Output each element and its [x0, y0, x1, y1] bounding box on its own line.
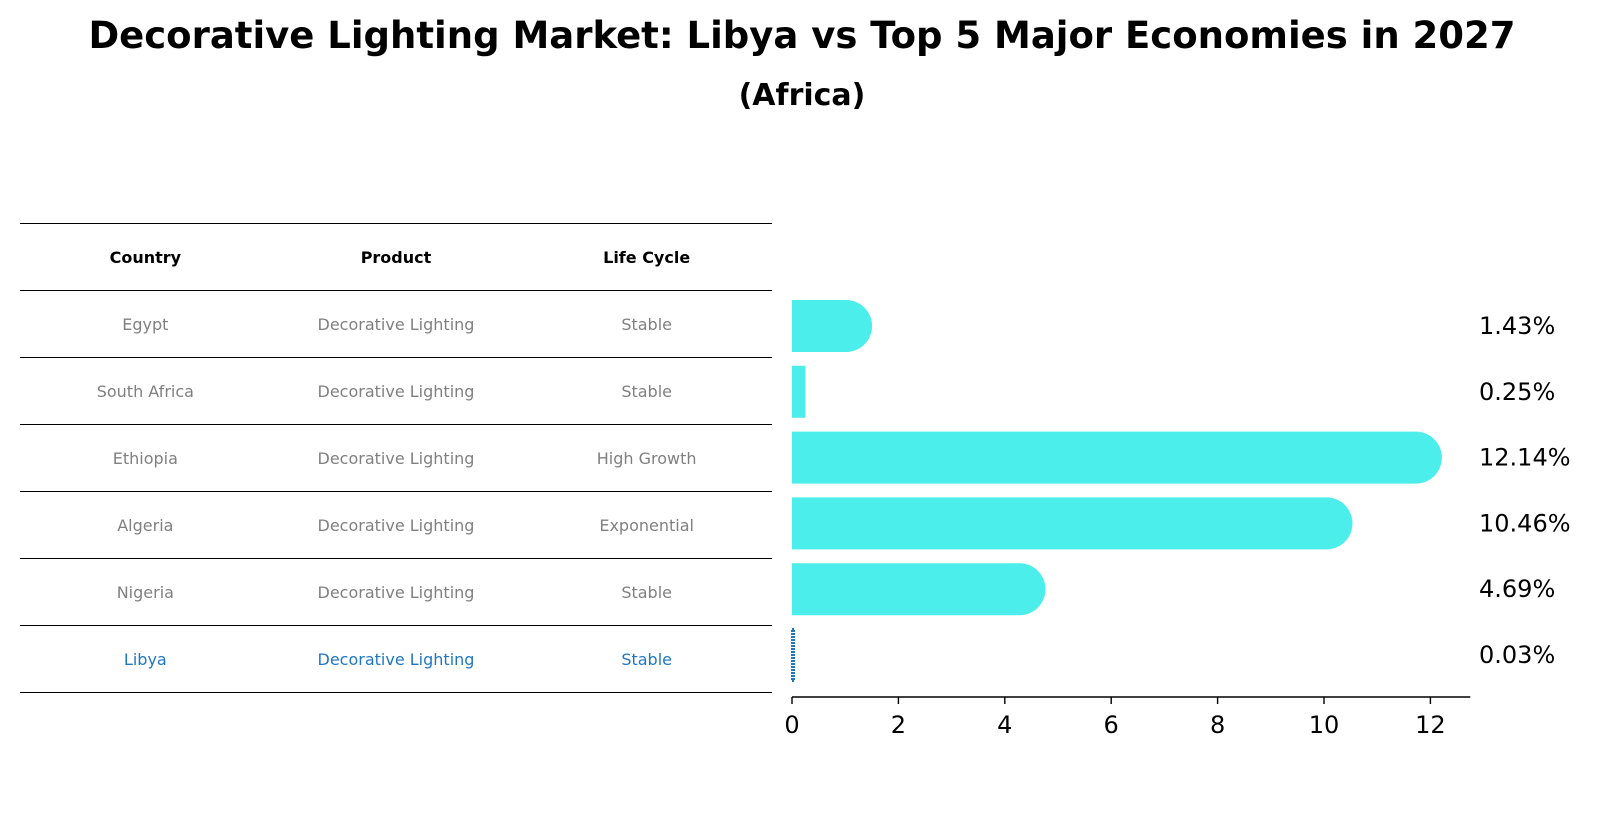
bar-libya: [791, 628, 795, 682]
cell-life-cycle: Stable: [521, 625, 772, 693]
cell-product: Decorative Lighting: [270, 625, 522, 693]
cell-life-cycle: Stable: [521, 558, 772, 626]
chart-subtitle: (Africa): [738, 78, 866, 113]
header-country: Country: [20, 223, 271, 291]
table-row: South Africa Decorative Lighting Stable: [20, 357, 772, 425]
cell-country: Egypt: [20, 290, 271, 358]
x-tick-label-10: 10: [1309, 711, 1340, 739]
table-row: Ethiopia Decorative Lighting High Growth: [20, 424, 772, 492]
cell-country: Libya: [20, 625, 271, 693]
bar-south-africa: [792, 365, 806, 418]
cell-country: South Africa: [20, 357, 271, 425]
value-label-algeria: 10.46%: [1479, 509, 1571, 537]
x-tick-label-12: 12: [1415, 711, 1446, 739]
value-label-south-africa: 0.25%: [1479, 378, 1555, 406]
value-label-nigeria: 4.69%: [1479, 575, 1555, 603]
table-row: Egypt Decorative Lighting Stable: [20, 290, 772, 358]
value-label-libya: 0.03%: [1479, 641, 1555, 669]
bar-nigeria: [792, 563, 1046, 616]
x-tick-label-2: 2: [891, 711, 906, 739]
bar-ethiopia: [792, 431, 1442, 484]
table-row-highlighted: Libya Decorative Lighting Stable: [20, 625, 772, 693]
value-label-ethiopia: 12.14%: [1479, 444, 1571, 472]
chart-title: Decorative Lighting Market: Libya vs Top…: [88, 14, 1516, 57]
cell-product: Decorative Lighting: [270, 357, 522, 425]
cell-product: Decorative Lighting: [270, 290, 522, 358]
x-tick-label-6: 6: [1104, 711, 1119, 739]
cell-life-cycle: Stable: [521, 357, 772, 425]
cell-life-cycle: Stable: [521, 290, 772, 358]
cell-country: Ethiopia: [20, 424, 271, 492]
cell-product: Decorative Lighting: [270, 491, 522, 559]
x-tick-label-4: 4: [997, 711, 1012, 739]
table-row: Algeria Decorative Lighting Exponential: [20, 491, 772, 559]
cell-life-cycle: Exponential: [521, 491, 772, 559]
header-product: Product: [270, 223, 522, 291]
cell-country: Nigeria: [20, 558, 271, 626]
table-row: Nigeria Decorative Lighting Stable: [20, 558, 772, 626]
data-table: Country Product Life Cycle Egypt Decorat…: [20, 223, 772, 693]
value-label-egypt: 1.43%: [1479, 312, 1555, 340]
cell-life-cycle: High Growth: [521, 424, 772, 492]
cell-product: Decorative Lighting: [270, 424, 522, 492]
x-tick-label-0: 0: [784, 711, 799, 739]
x-tick-label-8: 8: [1210, 711, 1225, 739]
table-header-row: Country Product Life Cycle: [20, 223, 772, 291]
data-table-container: Country Product Life Cycle Egypt Decorat…: [20, 223, 772, 693]
bar-egypt: [792, 300, 873, 352]
header-life-cycle: Life Cycle: [521, 223, 772, 291]
bar-algeria: [792, 497, 1353, 550]
cell-country: Algeria: [20, 491, 271, 559]
